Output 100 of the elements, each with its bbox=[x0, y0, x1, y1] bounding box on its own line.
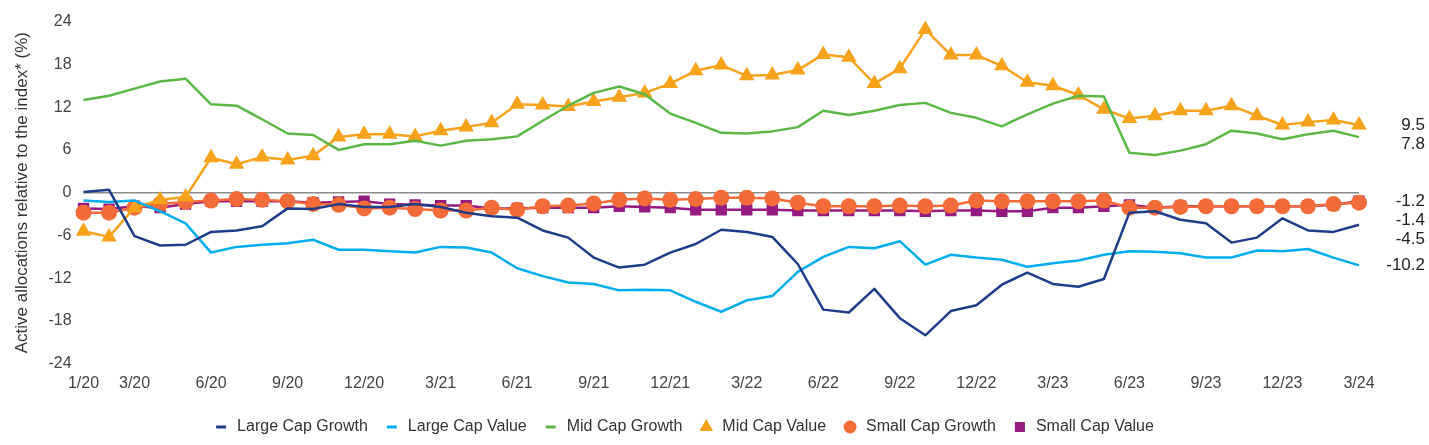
point bbox=[790, 61, 806, 75]
point bbox=[662, 191, 679, 208]
x-tick-label: 1/20 bbox=[67, 373, 100, 391]
point bbox=[1019, 73, 1036, 87]
point bbox=[1198, 101, 1214, 116]
point bbox=[892, 59, 908, 74]
point bbox=[1096, 100, 1112, 114]
point bbox=[585, 92, 602, 106]
point bbox=[917, 21, 934, 34]
point bbox=[1351, 115, 1367, 130]
point bbox=[636, 190, 653, 207]
point bbox=[1070, 193, 1087, 210]
y-tick-label: -12 bbox=[48, 268, 72, 286]
point bbox=[994, 56, 1010, 71]
point bbox=[381, 125, 398, 139]
point bbox=[993, 193, 1010, 210]
point bbox=[254, 148, 270, 162]
x-tick-label: 12/22 bbox=[956, 373, 997, 391]
point bbox=[75, 204, 92, 221]
annotation: 9.5 bbox=[1401, 114, 1425, 134]
y-tick-label: -18 bbox=[48, 311, 72, 329]
point bbox=[509, 95, 525, 109]
legend-label: Small Cap Value bbox=[1035, 417, 1154, 435]
point bbox=[942, 197, 959, 214]
point bbox=[458, 118, 474, 132]
point bbox=[738, 66, 755, 81]
annotation: -10.2 bbox=[1386, 255, 1425, 275]
point bbox=[968, 46, 985, 60]
point bbox=[840, 198, 857, 215]
legend-label: Small Cap Growth bbox=[866, 417, 996, 435]
annotation: 7.8 bbox=[1401, 133, 1425, 153]
x-tick-label: 9/23 bbox=[1190, 373, 1222, 391]
x-tick-label: 12/23 bbox=[1262, 373, 1303, 391]
x-tick-label: 3/20 bbox=[118, 373, 151, 391]
x-tick-label: 3/21 bbox=[425, 373, 457, 391]
point bbox=[738, 189, 755, 206]
x-tick-label: 6/21 bbox=[501, 373, 533, 391]
point bbox=[1249, 106, 1265, 121]
point bbox=[815, 45, 832, 59]
legend-label: Large Cap Value bbox=[407, 417, 527, 435]
point bbox=[789, 194, 806, 211]
point bbox=[713, 189, 730, 206]
point bbox=[611, 191, 628, 208]
x-tick-label: 6/20 bbox=[195, 373, 227, 391]
point bbox=[1223, 96, 1240, 111]
point bbox=[228, 191, 245, 208]
point bbox=[534, 96, 551, 110]
point bbox=[662, 74, 679, 89]
point bbox=[968, 192, 985, 209]
point bbox=[254, 191, 271, 208]
y-tick-label: 0 bbox=[62, 183, 72, 201]
x-tick-label: 6/22 bbox=[807, 373, 839, 391]
point bbox=[1121, 109, 1138, 124]
x-tick-label: 6/23 bbox=[1113, 373, 1146, 391]
point bbox=[560, 197, 577, 214]
x-tick-label: 12/21 bbox=[650, 373, 691, 391]
annotation: -1.2 bbox=[1395, 190, 1425, 210]
point bbox=[1147, 106, 1163, 121]
legend-label: Mid Cap Value bbox=[722, 417, 827, 435]
point bbox=[279, 150, 296, 165]
x-tick-label: 3/23 bbox=[1037, 373, 1069, 391]
x-tick-label: 9/21 bbox=[578, 373, 610, 391]
point bbox=[305, 146, 321, 161]
legend-label: Large Cap Growth bbox=[237, 417, 368, 435]
point bbox=[1044, 193, 1061, 210]
x-tick-label: 9/22 bbox=[884, 373, 916, 391]
point bbox=[866, 198, 883, 215]
point bbox=[483, 113, 500, 128]
point bbox=[228, 155, 245, 169]
point bbox=[203, 148, 219, 163]
point bbox=[1274, 115, 1291, 130]
point bbox=[585, 195, 602, 212]
x-tick-label: 3/22 bbox=[731, 373, 763, 391]
point bbox=[891, 197, 908, 214]
point bbox=[101, 204, 118, 221]
legend-label: Mid Cap Growth bbox=[566, 417, 683, 435]
point bbox=[330, 128, 347, 142]
point bbox=[764, 66, 781, 80]
point bbox=[943, 46, 959, 60]
point bbox=[1300, 113, 1316, 127]
point bbox=[917, 198, 934, 215]
x-tick-label: 12/20 bbox=[344, 373, 385, 391]
x-tick-label: 3/24 bbox=[1343, 373, 1375, 391]
point bbox=[713, 56, 730, 70]
point bbox=[1351, 194, 1367, 211]
annotation: -1.4 bbox=[1395, 209, 1425, 229]
y-tick-label: 18 bbox=[53, 54, 72, 72]
point bbox=[1045, 76, 1061, 91]
point bbox=[687, 61, 704, 76]
point bbox=[1172, 101, 1189, 116]
x-tick-label: 9/20 bbox=[272, 373, 304, 391]
point bbox=[815, 198, 832, 215]
point bbox=[866, 74, 883, 89]
y-tick-label: -24 bbox=[48, 354, 72, 372]
y-tick-label: 6 bbox=[62, 140, 72, 158]
y-tick-label: 12 bbox=[53, 97, 72, 115]
point bbox=[1019, 193, 1036, 210]
point bbox=[841, 48, 857, 62]
y-tick-label: 24 bbox=[53, 12, 72, 30]
y-axis-title: Active allocations relative to the index* (%) bbox=[11, 32, 31, 354]
